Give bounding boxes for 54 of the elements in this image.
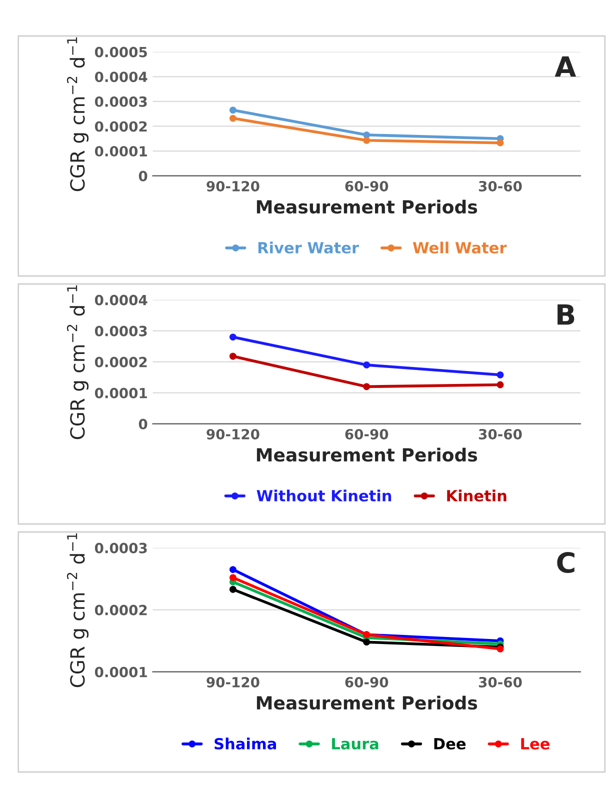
annotation: C xyxy=(557,552,574,574)
point xyxy=(229,586,236,593)
point xyxy=(229,352,236,360)
x-tick-label: 30-60 xyxy=(478,676,522,688)
y-tick-label: 0.0001 xyxy=(94,666,147,678)
x-axis-title: Measurement Periods xyxy=(256,696,478,710)
x-tick-label: 30-60 xyxy=(478,428,522,440)
legend-label: Lee xyxy=(521,738,550,750)
annotation: A xyxy=(554,56,576,77)
y-tick-label: 0.0003 xyxy=(94,326,147,336)
y-tick-label: 0 xyxy=(138,170,148,182)
point xyxy=(229,334,236,341)
y-tick-label: 0.0001 xyxy=(94,146,147,157)
x-tick-label: 90-120 xyxy=(206,676,260,688)
point xyxy=(229,106,236,114)
y-tick-label: 0.0003 xyxy=(94,96,147,107)
y-tick-label: 0.0003 xyxy=(94,542,147,554)
x-tick-label: 60-90 xyxy=(345,180,388,192)
point xyxy=(363,361,370,368)
y-tick-label: 0.0002 xyxy=(94,604,147,616)
y-tick-label: 0.0004 xyxy=(94,72,148,82)
y-axis-title: CGR g cm$^{−2}$ d$^{−1}$ xyxy=(66,37,89,192)
point xyxy=(363,638,370,646)
x-axis-title: Measurement Periods xyxy=(256,448,478,462)
y-tick-label: 0 xyxy=(138,418,148,430)
legend-label: Shaima xyxy=(214,738,276,750)
point xyxy=(229,566,236,574)
annotation: B xyxy=(558,304,574,325)
point xyxy=(496,381,504,388)
y-tick-label: 0.0001 xyxy=(94,388,147,398)
y-tick-label: 0.0004 xyxy=(94,294,148,306)
x-tick-label: 60-90 xyxy=(345,428,388,440)
legend-label: Dee xyxy=(434,738,466,750)
y-tick-label: 0.0002 xyxy=(94,121,147,132)
legend-label: Without Kinetin xyxy=(256,490,392,502)
point xyxy=(496,371,504,378)
y-axis-title: CGR g cm$^{−2}$ d$^{−1}$ xyxy=(66,285,89,440)
x-tick-label: 90-120 xyxy=(206,428,260,440)
point xyxy=(363,136,370,144)
x-tick-label: 30-60 xyxy=(478,180,522,192)
legend-label: Kinetin xyxy=(447,490,506,502)
legend-label: River Water xyxy=(258,242,359,254)
x-tick-label: 60-90 xyxy=(345,676,388,688)
x-tick-label: 90-120 xyxy=(206,180,260,192)
y-tick-label: 0.0005 xyxy=(94,46,147,58)
y-tick-label: 0.0002 xyxy=(94,356,147,368)
point xyxy=(363,383,370,390)
x-axis-title: Measurement Periods xyxy=(256,200,478,214)
point xyxy=(496,139,504,146)
y-axis-title: CGR g cm$^{−2}$ d$^{−1}$ xyxy=(66,533,89,688)
point xyxy=(229,114,236,122)
point xyxy=(229,574,236,582)
legend-label: Well Water xyxy=(412,242,507,254)
legend-label: Laura xyxy=(332,738,378,750)
